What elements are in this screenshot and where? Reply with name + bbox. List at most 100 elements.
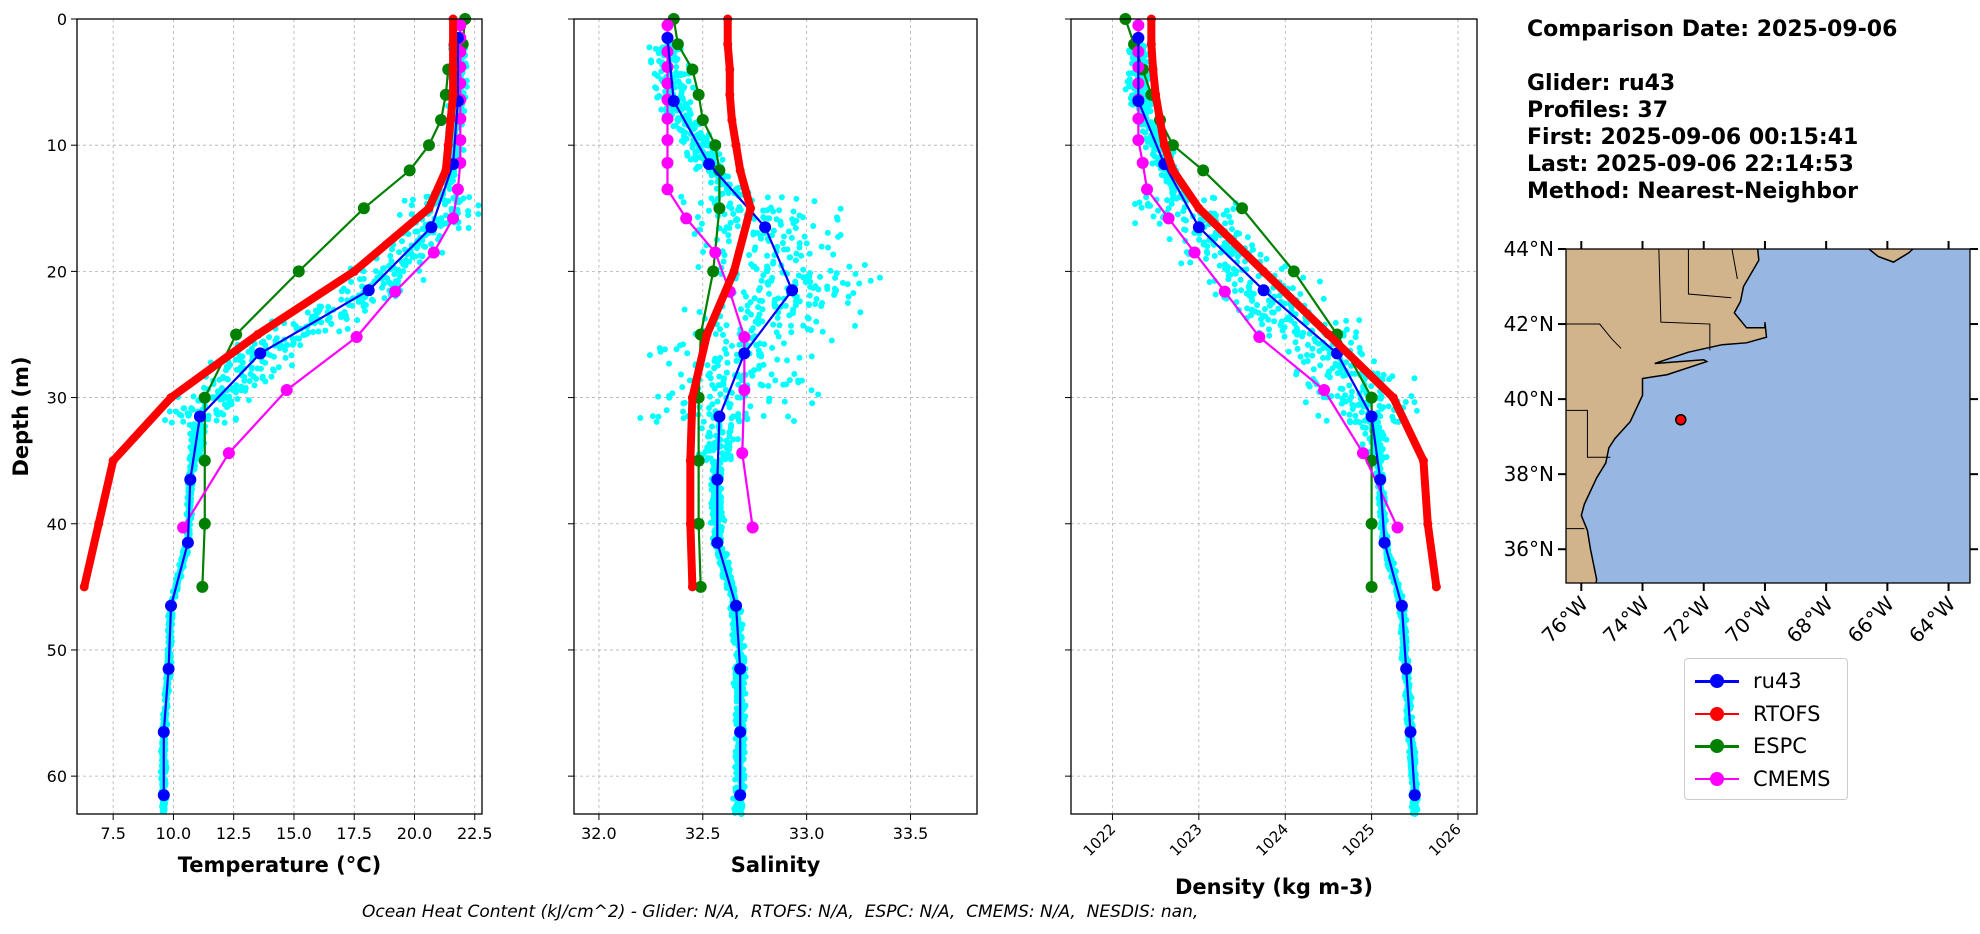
glider-obs-point bbox=[788, 234, 795, 241]
glider-obs-point bbox=[832, 274, 839, 281]
legend-swatch bbox=[1693, 769, 1741, 789]
glider-obs-point bbox=[466, 194, 473, 201]
x-tick-label: 1023 bbox=[1166, 820, 1206, 860]
glider-obs-point bbox=[288, 352, 295, 359]
glider-obs-point bbox=[796, 354, 803, 361]
glider-obs-point bbox=[1285, 348, 1292, 355]
glider-obs-point bbox=[655, 413, 662, 420]
glider-obs-point bbox=[1132, 220, 1139, 227]
glider-obs-point bbox=[1275, 305, 1282, 312]
series-line-espc bbox=[1124, 18, 1373, 587]
glider-obs-point bbox=[739, 801, 746, 808]
glider-obs-point bbox=[434, 216, 441, 223]
glider-obs-point bbox=[1368, 383, 1375, 390]
glider-obs-point bbox=[453, 151, 460, 158]
plot-frame bbox=[1070, 18, 1478, 815]
glider-obs-point bbox=[679, 95, 686, 102]
glider-obs-point bbox=[685, 78, 692, 85]
glider-obs-point bbox=[788, 322, 795, 329]
glider-obs-point bbox=[658, 106, 665, 113]
glider-obs-point bbox=[454, 206, 461, 213]
glider-obs-point bbox=[776, 322, 783, 329]
lat-tick-label: 44°N bbox=[1504, 237, 1554, 261]
series-point-espc bbox=[198, 517, 211, 530]
glider-obs-point bbox=[711, 364, 718, 371]
glider-obs-point bbox=[1358, 409, 1365, 416]
glider-obs-point bbox=[673, 63, 680, 70]
glider-obs-point bbox=[683, 149, 690, 156]
glider-obs-point bbox=[1139, 128, 1146, 135]
glider-obs-point bbox=[293, 325, 300, 332]
series-point-rtofs bbox=[1146, 39, 1156, 49]
glider-obs-point bbox=[837, 205, 844, 212]
glider-obs-point bbox=[711, 358, 718, 365]
glider-obs-point bbox=[768, 371, 775, 378]
glider-obs-point bbox=[876, 274, 883, 281]
glider-obs-point bbox=[377, 270, 384, 277]
glider-obs-point bbox=[1249, 242, 1256, 249]
series-point-ru43 bbox=[157, 725, 170, 738]
glider-obs-point bbox=[824, 229, 831, 236]
glider-obs-point bbox=[475, 211, 482, 218]
x-tick-label: 1024 bbox=[1252, 820, 1292, 860]
glider-location-marker bbox=[1675, 414, 1687, 426]
x-tick-label: 15.0 bbox=[276, 824, 312, 843]
glider-obs-point bbox=[708, 195, 715, 202]
glider-obs-point bbox=[1263, 256, 1270, 263]
glider-obs-point bbox=[338, 296, 345, 303]
series-point-cmems bbox=[1132, 134, 1145, 147]
series-point-rtofs bbox=[1155, 115, 1165, 125]
glider-obs-point bbox=[790, 417, 797, 424]
series-point-rtofs bbox=[687, 393, 697, 403]
series-point-ru43 bbox=[734, 789, 747, 802]
glider-obs-point bbox=[1356, 344, 1363, 351]
glider-obs-point bbox=[717, 391, 724, 398]
series-point-cmems bbox=[389, 285, 402, 298]
glider-obs-point bbox=[460, 195, 467, 202]
glider-obs-point bbox=[729, 632, 736, 639]
glider-obs-point bbox=[1245, 283, 1252, 290]
series-point-cmems bbox=[1318, 384, 1331, 396]
series-point-rtofs bbox=[727, 115, 737, 125]
lat-tick-label: 42°N bbox=[1504, 312, 1554, 336]
glider-obs-point bbox=[1196, 236, 1203, 243]
series-point-ru43 bbox=[157, 789, 170, 802]
glider-obs-point bbox=[396, 268, 403, 275]
glider-obs-point bbox=[744, 415, 751, 422]
series-point-ru43 bbox=[1408, 789, 1421, 802]
glider-obs-point bbox=[786, 254, 793, 261]
glider-obs-point bbox=[727, 200, 734, 207]
last-time: Last: 2025-09-06 22:14:53 bbox=[1527, 152, 1854, 177]
glider-obs-point bbox=[1254, 302, 1261, 309]
glider-obs-point bbox=[1271, 318, 1278, 325]
glider-obs-point bbox=[180, 418, 187, 425]
series-point-espc bbox=[196, 580, 209, 593]
glider-obs-point bbox=[800, 274, 807, 281]
glider-obs-point bbox=[246, 378, 253, 385]
glider-obs-point bbox=[289, 341, 296, 348]
x-axis-label: Density (kg m-3) bbox=[1175, 875, 1373, 899]
glider-obs-point bbox=[1353, 329, 1360, 336]
glider-obs-point bbox=[730, 413, 737, 420]
glider-obs-point bbox=[726, 428, 733, 435]
series-point-rtofs bbox=[729, 266, 739, 276]
glider-obs-point bbox=[1332, 319, 1339, 326]
glider-obs-point bbox=[722, 386, 729, 393]
series-point-espc bbox=[692, 88, 705, 101]
series-point-rtofs bbox=[424, 203, 434, 213]
series-point-ru43 bbox=[1400, 662, 1413, 675]
series-point-ru43 bbox=[703, 158, 716, 171]
glider-obs-point bbox=[678, 89, 685, 96]
lon-tick-label: 66°W bbox=[1843, 591, 1899, 647]
glider-obs-point bbox=[289, 335, 296, 342]
series-point-cmems bbox=[680, 212, 693, 225]
y-tick-label: 50 bbox=[47, 641, 67, 660]
glider-obs-point bbox=[723, 186, 730, 193]
series-point-rtofs bbox=[746, 203, 756, 213]
glider-obs-point bbox=[726, 225, 733, 232]
glider-name: Glider: ru43 bbox=[1527, 71, 1676, 96]
glider-obs-point bbox=[764, 252, 771, 259]
glider-obs-point bbox=[694, 163, 701, 170]
glider-obs-point bbox=[705, 433, 712, 440]
y-tick-label: 40 bbox=[47, 515, 67, 534]
